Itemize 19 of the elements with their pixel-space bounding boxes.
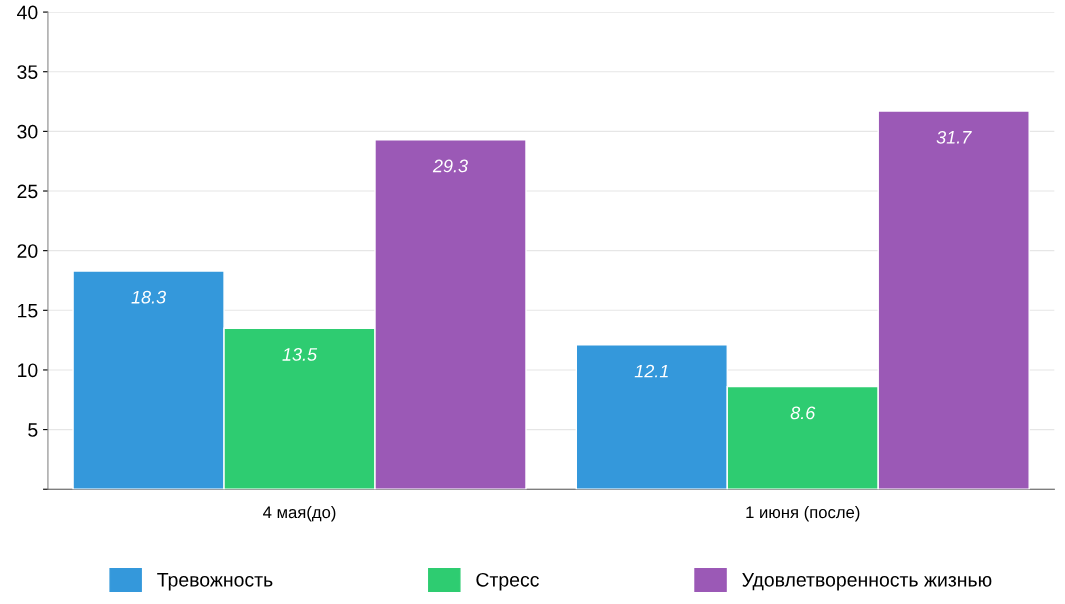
y-tick-label: 10 <box>18 363 38 378</box>
y-tick-label: 25 <box>17 184 38 199</box>
x-tick-label: 1 июня (после) <box>746 505 860 522</box>
legend-label: Стресс <box>476 572 539 591</box>
x-tick-label: 4 мая(до) <box>263 505 336 522</box>
legend-label: Удовлетворенность жизнью <box>742 573 992 591</box>
legend-label: Тревожность <box>157 573 273 591</box>
data-label: 8.6 <box>790 406 816 420</box>
data-label: 18.3 <box>131 290 166 304</box>
y-tick-label: 35 <box>17 65 38 79</box>
data-label: 12.1 <box>634 364 668 378</box>
y-tick-label: 40 <box>17 5 38 20</box>
data-label: 29.3 <box>432 159 468 173</box>
y-tick-label: 30 <box>17 124 38 139</box>
data-label: 31.7 <box>936 130 972 144</box>
y-tick-label: 15 <box>18 303 38 318</box>
data-label: 13.5 <box>282 348 318 361</box>
y-tick-label: 5 <box>28 423 38 437</box>
y-tick-label: 20 <box>17 244 38 258</box>
